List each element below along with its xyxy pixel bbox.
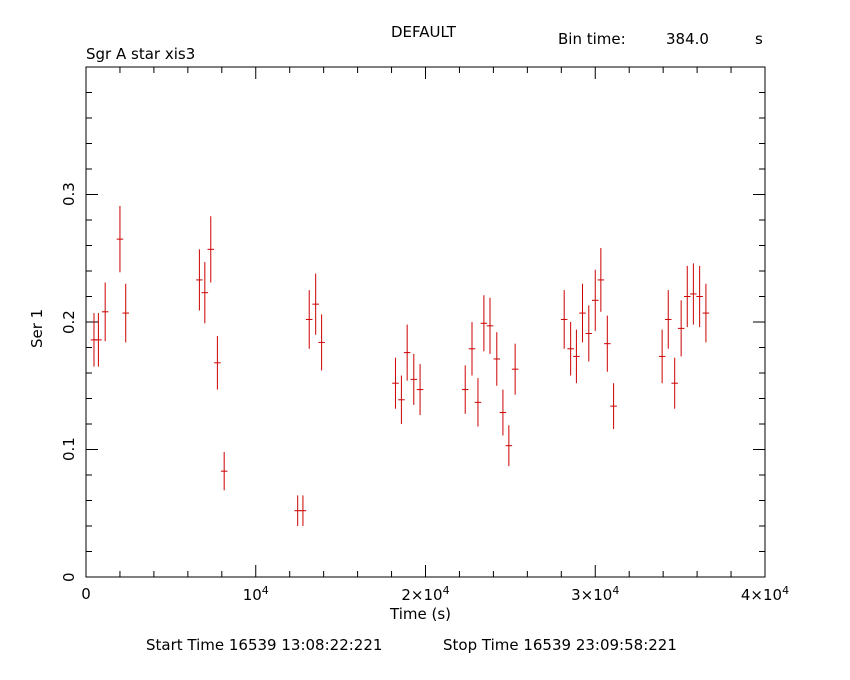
data-point bbox=[567, 322, 574, 376]
data-point bbox=[392, 357, 399, 409]
data-point bbox=[299, 495, 307, 526]
data-point bbox=[702, 283, 710, 343]
bin-time-value: 384.0 bbox=[666, 30, 709, 48]
data-point bbox=[597, 248, 605, 312]
data-point bbox=[398, 375, 405, 424]
data-point bbox=[318, 314, 325, 371]
data-point bbox=[474, 378, 482, 427]
data-point bbox=[486, 297, 494, 354]
y-axis-label: Ser 1 bbox=[28, 308, 46, 348]
y-tick-label: 0.2 bbox=[60, 310, 78, 334]
data-point bbox=[585, 305, 593, 362]
data-point bbox=[305, 290, 313, 349]
data-point bbox=[677, 300, 685, 357]
data-point bbox=[196, 249, 203, 311]
x-tick-label: 3×104 bbox=[571, 584, 620, 604]
stop-time-label: Stop Time 16539 23:09:58:221 bbox=[443, 636, 677, 654]
y-tick-label: 0 bbox=[60, 572, 78, 582]
source-label: Sgr A star xis3 bbox=[86, 45, 196, 63]
start-time-label: Start Time 16539 13:08:22:221 bbox=[146, 636, 383, 654]
data-point bbox=[499, 389, 507, 436]
data-point bbox=[664, 290, 672, 349]
data-point bbox=[201, 262, 209, 324]
data-point bbox=[312, 273, 319, 335]
data-point bbox=[690, 263, 697, 325]
data-point bbox=[610, 383, 617, 430]
data-point bbox=[461, 365, 469, 414]
data-point bbox=[122, 283, 129, 343]
data-point bbox=[416, 364, 424, 416]
bin-time-label: Bin time: bbox=[558, 30, 626, 48]
data-point bbox=[403, 324, 411, 381]
x-tick-label: 0 bbox=[81, 585, 91, 603]
data-point bbox=[591, 269, 599, 331]
data-point bbox=[220, 452, 228, 491]
data-point bbox=[511, 343, 519, 395]
data-point bbox=[658, 329, 666, 384]
data-point bbox=[207, 216, 215, 283]
x-tick-label: 104 bbox=[242, 584, 269, 604]
data-point bbox=[101, 282, 109, 342]
data-point bbox=[493, 332, 501, 386]
data-point bbox=[505, 425, 513, 467]
data-point bbox=[573, 329, 580, 384]
data-point bbox=[480, 295, 488, 352]
data-point bbox=[560, 290, 568, 349]
x-axis-label: Time (s) bbox=[390, 605, 451, 623]
data-point bbox=[604, 315, 611, 372]
x-tick-label: 4×104 bbox=[740, 584, 790, 604]
chart-title: DEFAULT bbox=[391, 23, 456, 41]
data-point bbox=[410, 353, 418, 405]
plot-frame bbox=[85, 66, 766, 578]
y-tick-label: 0.3 bbox=[60, 182, 78, 207]
axis-ticks bbox=[85, 66, 766, 578]
data-point bbox=[696, 265, 703, 328]
data-point bbox=[683, 265, 691, 328]
y-tick-label: 0.1 bbox=[60, 437, 78, 462]
data-point bbox=[579, 283, 586, 343]
data-point bbox=[468, 322, 476, 376]
data-point bbox=[214, 336, 221, 390]
bin-time-unit: s bbox=[755, 30, 763, 48]
data-points bbox=[90, 205, 710, 526]
data-point bbox=[95, 313, 102, 367]
data-point bbox=[116, 205, 124, 273]
x-tick-label: 2×104 bbox=[401, 584, 450, 604]
data-point bbox=[671, 357, 678, 409]
